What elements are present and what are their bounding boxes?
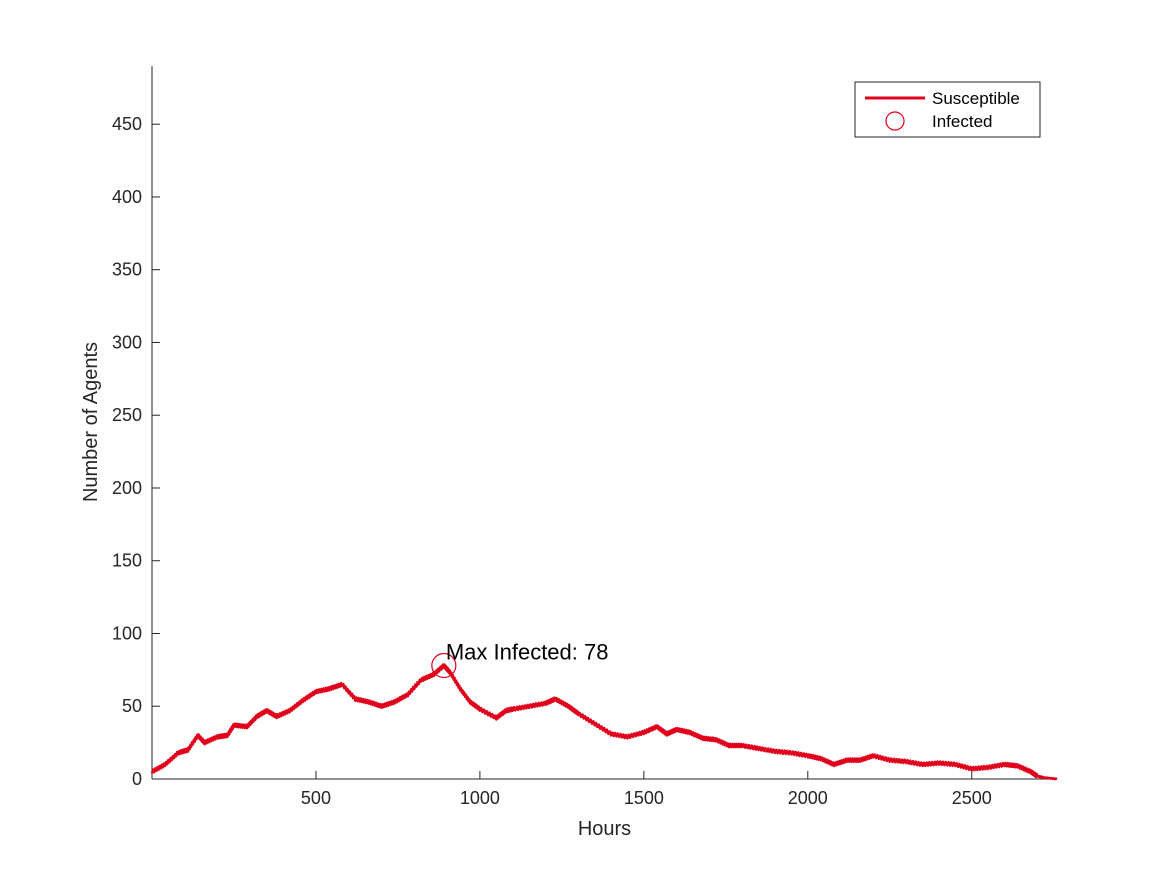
legend-infected-swatch bbox=[885, 111, 905, 131]
legend-box bbox=[854, 81, 1041, 138]
x-tick-label: 2500 bbox=[952, 788, 992, 808]
y-axis-label: Number of Agents bbox=[80, 342, 102, 502]
max-infected-annotation: Max Infected: 78 bbox=[446, 640, 609, 665]
y-tick-label: 250 bbox=[112, 405, 142, 425]
y-tick-label: 450 bbox=[112, 114, 142, 134]
axes bbox=[151, 66, 1057, 780]
x-axis-label: Hours bbox=[578, 818, 631, 840]
y-tick-label: 0 bbox=[132, 769, 142, 789]
series-susceptible-line bbox=[150, 663, 1058, 781]
x-tick-label: 1500 bbox=[624, 788, 664, 808]
y-tick-label: 300 bbox=[112, 332, 142, 352]
y-ticks: 0 50 100 150 200 250 300 350 400 450 bbox=[112, 114, 160, 789]
x-tick-label: 1000 bbox=[460, 788, 500, 808]
y-tick-label: 350 bbox=[112, 260, 142, 280]
series-infected-marker bbox=[431, 652, 457, 679]
x-ticks: 500 1000 1500 2000 2500 bbox=[301, 771, 992, 808]
y-tick-label: 50 bbox=[122, 696, 142, 716]
plot-area bbox=[150, 652, 1058, 781]
y-tick-label: 100 bbox=[112, 623, 142, 643]
y-tick-label: 400 bbox=[112, 187, 142, 207]
y-tick-label: 150 bbox=[112, 551, 142, 571]
x-tick-label: 500 bbox=[301, 788, 331, 808]
legend-susceptible-label: Susceptible bbox=[932, 89, 1020, 108]
y-tick-label: 200 bbox=[112, 478, 142, 498]
legend-infected-label: Infected bbox=[932, 112, 993, 131]
x-tick-label: 2000 bbox=[788, 788, 828, 808]
legend: Susceptible Infected bbox=[854, 81, 1041, 138]
